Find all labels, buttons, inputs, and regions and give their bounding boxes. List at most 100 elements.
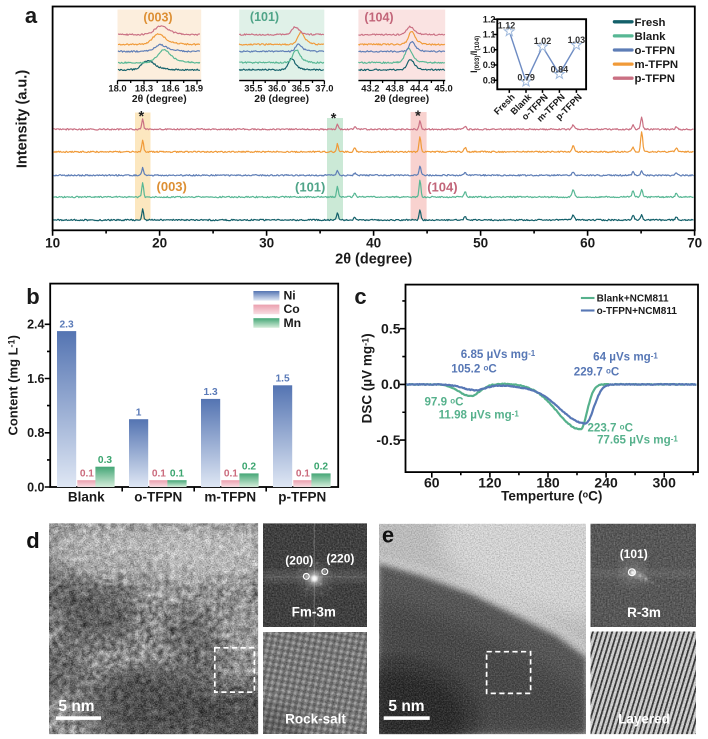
svg-text:60: 60 (580, 236, 595, 251)
svg-text:(101): (101) (250, 10, 279, 24)
svg-text:0.0: 0.0 (27, 480, 44, 494)
svg-text:30: 30 (259, 236, 274, 251)
svg-text:(101): (101) (295, 180, 325, 195)
svg-text:Fresh: Fresh (635, 17, 666, 29)
svg-text:1.6: 1.6 (27, 372, 44, 386)
svg-text:1.2: 1.2 (483, 14, 496, 24)
svg-text:2θ (degree): 2θ (degree) (254, 94, 309, 105)
svg-text:c: c (354, 284, 366, 309)
svg-text:0.2: 0.2 (314, 462, 328, 473)
svg-text:Temperture (oC): Temperture (oC) (501, 489, 602, 504)
svg-text:60: 60 (424, 475, 440, 491)
svg-text:(003): (003) (157, 179, 187, 194)
svg-text:2θ (degree): 2θ (degree) (335, 252, 412, 268)
svg-text:18.6: 18.6 (161, 82, 179, 93)
svg-text:Co: Co (284, 302, 300, 316)
svg-text:18.9: 18.9 (185, 82, 203, 93)
svg-text:Blank: Blank (68, 490, 105, 505)
svg-text:Blank: Blank (635, 31, 667, 43)
svg-text:*: * (331, 111, 337, 127)
svg-text:0.8: 0.8 (483, 75, 496, 85)
svg-text:70: 70 (687, 236, 702, 251)
svg-text:0.1: 0.1 (152, 468, 166, 479)
svg-text:0.1: 0.1 (224, 468, 238, 479)
svg-text:m-TFPN: m-TFPN (635, 59, 679, 71)
svg-text:a: a (25, 3, 38, 28)
svg-text:0.9: 0.9 (483, 60, 496, 70)
svg-text:d: d (26, 528, 39, 553)
svg-text:44.4: 44.4 (410, 82, 429, 93)
svg-text:e: e (382, 523, 394, 548)
svg-text:1.02: 1.02 (534, 36, 552, 46)
svg-text:36.5: 36.5 (292, 82, 310, 93)
svg-text:77.65 µVs mg-1: 77.65 µVs mg-1 (597, 433, 678, 446)
svg-text:300: 300 (653, 475, 677, 491)
svg-text:0.79: 0.79 (517, 72, 535, 82)
svg-text:DSC (µV mg-1): DSC (µV mg-1) (360, 333, 375, 423)
svg-text:0.1: 0.1 (296, 468, 310, 479)
svg-text:0.8: 0.8 (27, 426, 44, 440)
svg-text:I(003)/I(104): I(003)/I(104) (469, 36, 481, 73)
svg-text:o-TFPN: o-TFPN (635, 45, 676, 57)
svg-text:Layered: Layered (618, 712, 670, 727)
svg-text:1.12: 1.12 (498, 21, 516, 31)
svg-text:b: b (26, 284, 39, 309)
svg-text:50: 50 (473, 236, 488, 251)
svg-text:43.8: 43.8 (386, 82, 404, 93)
svg-text:43.2: 43.2 (361, 82, 379, 93)
svg-text:1.0: 1.0 (483, 45, 496, 55)
svg-text:*: * (138, 109, 144, 125)
svg-text:2.3: 2.3 (60, 319, 74, 330)
svg-text:-0.5: -0.5 (376, 432, 400, 448)
svg-text:0.3: 0.3 (98, 455, 112, 466)
svg-text:229.7 oC: 229.7 oC (574, 366, 620, 379)
svg-text:m-TFPN: m-TFPN (204, 490, 256, 505)
svg-text:(220): (220) (326, 551, 354, 565)
svg-text:o-TFPN: o-TFPN (134, 490, 182, 505)
svg-text:Mn: Mn (284, 316, 302, 330)
svg-text:Intensity (a.u.): Intensity (a.u.) (15, 70, 31, 168)
svg-text:1: 1 (136, 407, 142, 418)
svg-text:180: 180 (536, 475, 560, 491)
svg-text:Blank+NCM811: Blank+NCM811 (597, 294, 669, 305)
svg-text:1.5: 1.5 (276, 374, 290, 385)
svg-text:(200): (200) (285, 553, 313, 567)
svg-text:35.5: 35.5 (244, 82, 262, 93)
svg-text:5 nm: 5 nm (58, 698, 94, 715)
svg-text:10: 10 (45, 236, 60, 251)
svg-text:p-TFPN: p-TFPN (278, 490, 326, 505)
svg-text:0.5: 0.5 (381, 321, 401, 337)
svg-text:5 nm: 5 nm (388, 698, 424, 715)
svg-text:2θ (degree): 2θ (degree) (132, 94, 187, 105)
svg-text:0.84: 0.84 (551, 64, 569, 74)
svg-text:18.0: 18.0 (108, 82, 126, 93)
svg-text:(003): (003) (143, 11, 172, 25)
svg-text:1.03: 1.03 (568, 35, 586, 45)
svg-text:p-TFPN: p-TFPN (635, 73, 676, 85)
svg-text:0.2: 0.2 (242, 462, 256, 473)
svg-text:(104): (104) (427, 180, 457, 195)
svg-text:Content (mg L-1): Content (mg L-1) (6, 335, 21, 435)
svg-text:1.1: 1.1 (483, 30, 496, 40)
svg-text:Fm-3m: Fm-3m (292, 605, 336, 620)
svg-text:(104): (104) (364, 11, 393, 25)
svg-text:64 µVs mg-1: 64 µVs mg-1 (593, 351, 658, 364)
svg-text:0.0: 0.0 (381, 376, 401, 392)
svg-text:6.85 µVs mg-1: 6.85 µVs mg-1 (461, 348, 536, 361)
svg-text:0.1: 0.1 (80, 468, 94, 479)
svg-text:120: 120 (478, 475, 502, 491)
svg-text:37.0: 37.0 (315, 82, 333, 93)
svg-text:2.4: 2.4 (27, 318, 44, 332)
svg-text:18.3: 18.3 (135, 82, 153, 93)
svg-text:o-TFPN+NCM811: o-TFPN+NCM811 (597, 306, 678, 317)
svg-text:2θ (degree): 2θ (degree) (374, 94, 429, 105)
svg-text:36.0: 36.0 (268, 82, 286, 93)
svg-text:(101): (101) (620, 547, 648, 561)
svg-text:0.1: 0.1 (170, 468, 184, 479)
svg-text:11.98 µVs mg-1: 11.98 µVs mg-1 (439, 408, 520, 421)
svg-text:Rock-salt: Rock-salt (285, 712, 346, 727)
svg-text:240: 240 (594, 475, 618, 491)
svg-text:105.2 oC: 105.2 oC (451, 363, 497, 376)
svg-text:40: 40 (366, 236, 381, 251)
svg-text:20: 20 (152, 236, 167, 251)
